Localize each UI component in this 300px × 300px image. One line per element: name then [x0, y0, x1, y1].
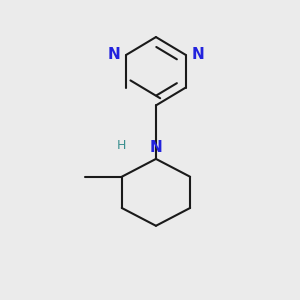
Text: H: H	[117, 139, 126, 152]
Text: N: N	[150, 140, 162, 154]
Text: N: N	[192, 47, 204, 62]
Text: N: N	[107, 47, 120, 62]
